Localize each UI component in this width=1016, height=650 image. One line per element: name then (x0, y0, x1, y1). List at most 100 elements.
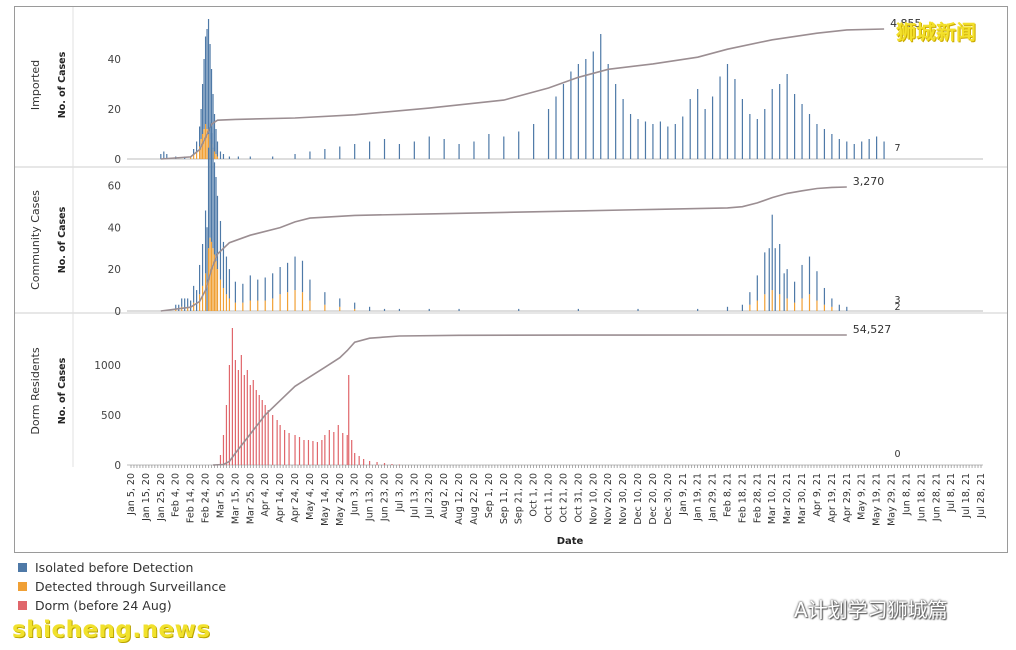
bar (219, 279, 222, 311)
bar (756, 119, 758, 159)
bar (383, 139, 386, 159)
bar (734, 79, 736, 159)
x-tick-label: Feb 28, 21 (752, 473, 763, 523)
bar (309, 151, 311, 159)
bar (518, 308, 520, 311)
bar (212, 147, 214, 249)
bar (764, 109, 766, 159)
legend-label-dorm: Dorm (before 24 Aug) (35, 598, 172, 613)
bar (518, 131, 520, 159)
bar (711, 96, 714, 159)
y-tick-label: 0 (114, 306, 121, 318)
bar (786, 269, 788, 299)
bar (808, 256, 811, 295)
bar (615, 84, 617, 159)
bar (637, 308, 639, 311)
bar (354, 453, 356, 465)
bar (204, 273, 207, 311)
bar (279, 425, 281, 465)
bar (637, 119, 639, 159)
y-axis-label: No. of Cases (57, 357, 68, 424)
x-tick-label: Jan 15, 20 (141, 473, 152, 522)
bar (659, 121, 661, 159)
y-tick-label: 40 (108, 222, 121, 234)
bar (823, 129, 826, 159)
x-tick-label: Nov 20, 20 (603, 473, 614, 525)
bar (458, 144, 460, 159)
bar (242, 283, 244, 303)
bar (298, 437, 301, 465)
bar (369, 141, 371, 159)
bar (570, 71, 572, 159)
x-tick-label: Mar 30, 21 (797, 473, 808, 524)
bar (816, 300, 818, 311)
bar (249, 275, 251, 301)
x-tick-label: Sep 1, 20 (484, 473, 495, 518)
bar (234, 302, 236, 312)
x-tick-label: Dec 30, 20 (663, 473, 674, 525)
bar (309, 300, 311, 311)
bar (428, 136, 430, 159)
bar (801, 104, 803, 159)
bar (337, 425, 339, 465)
x-tick-label: May 4, 20 (305, 473, 316, 520)
bar (196, 151, 198, 159)
bar (187, 298, 189, 307)
bar (503, 136, 505, 159)
bar (212, 94, 214, 149)
bar (771, 89, 773, 159)
x-tick-label: Oct 31, 20 (573, 473, 584, 523)
bar (249, 385, 251, 465)
bar (219, 455, 222, 465)
bar (369, 306, 371, 311)
legend-item-isolated: Isolated before Detection (18, 558, 226, 577)
x-tick-label: Jul 3, 20 (394, 473, 405, 513)
bar (206, 29, 208, 129)
x-tick-label: Jun 8, 21 (901, 473, 912, 516)
bar (823, 287, 826, 305)
x-tick-label: Aug 12, 20 (454, 473, 465, 525)
x-tick-label: May 14, 20 (320, 473, 331, 526)
bar (242, 302, 244, 312)
x-tick-label: Sep 21, 20 (514, 473, 525, 524)
bar (339, 306, 341, 311)
bar (652, 124, 654, 159)
y-tick-label: 500 (101, 410, 121, 422)
bar (749, 114, 751, 159)
bar (237, 370, 239, 465)
bar (216, 195, 219, 270)
bar (200, 139, 202, 159)
x-tick-label: Jun 28, 21 (931, 473, 942, 522)
bar (204, 210, 207, 274)
bar (225, 405, 228, 465)
bar (547, 109, 550, 159)
bar (199, 126, 201, 147)
x-tick-label: Feb 24, 20 (201, 473, 212, 523)
bar (257, 279, 259, 301)
row-label: Imported (29, 60, 42, 110)
bar (249, 300, 251, 311)
x-tick-label: Jul 8, 21 (946, 473, 957, 513)
bar (354, 144, 356, 159)
bar (203, 59, 205, 129)
bar (585, 59, 587, 159)
x-tick-label: Jun 18, 21 (916, 473, 927, 522)
bar (264, 405, 266, 465)
bar (794, 302, 796, 312)
bar (175, 304, 177, 309)
x-tick-label: Aug 2, 20 (439, 473, 450, 519)
bar (704, 109, 706, 159)
bar (473, 141, 475, 159)
bar (577, 308, 579, 311)
bar (201, 285, 204, 312)
x-tick-label: Jan 9, 21 (678, 473, 689, 516)
bar (555, 96, 557, 159)
bar (794, 281, 796, 303)
bar (213, 254, 216, 311)
x-axis-label: Date (557, 536, 584, 547)
x-tick-label: Apr 19, 21 (827, 473, 838, 523)
bar (190, 300, 192, 311)
bar (163, 151, 165, 159)
bar (288, 433, 290, 465)
bar (193, 285, 195, 303)
